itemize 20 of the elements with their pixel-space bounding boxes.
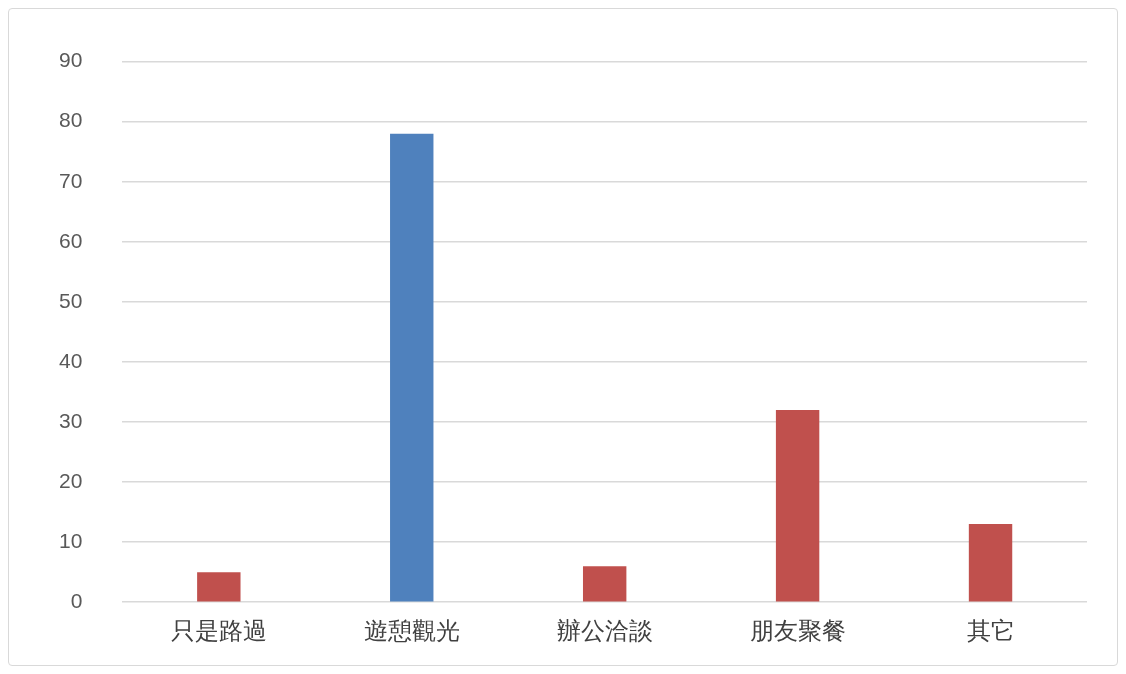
- y-tick-label: 90: [59, 48, 83, 72]
- y-tick-label: 20: [59, 468, 83, 492]
- bar: [968, 524, 1013, 602]
- bar: [582, 566, 627, 602]
- y-tick-label: 80: [59, 108, 83, 132]
- y-tick-label: 10: [59, 528, 83, 552]
- y-tick-label: 60: [59, 228, 83, 252]
- y-tick-label: 30: [59, 408, 83, 432]
- x-tick-label: 辦公洽談: [556, 616, 653, 645]
- x-tick-label: 朋友聚餐: [749, 616, 846, 645]
- y-tick-label: 0: [70, 589, 83, 612]
- bar: [775, 409, 820, 602]
- y-tick-label: 50: [59, 288, 83, 312]
- x-tick-label: 其它: [966, 616, 1015, 645]
- x-tick-label: 只是路過: [170, 616, 267, 645]
- y-tick-label: 70: [59, 168, 83, 192]
- bar: [197, 572, 241, 602]
- y-tick-label: 40: [59, 348, 83, 372]
- bar: [390, 133, 434, 602]
- x-tick-label: 遊憩觀光: [363, 616, 460, 645]
